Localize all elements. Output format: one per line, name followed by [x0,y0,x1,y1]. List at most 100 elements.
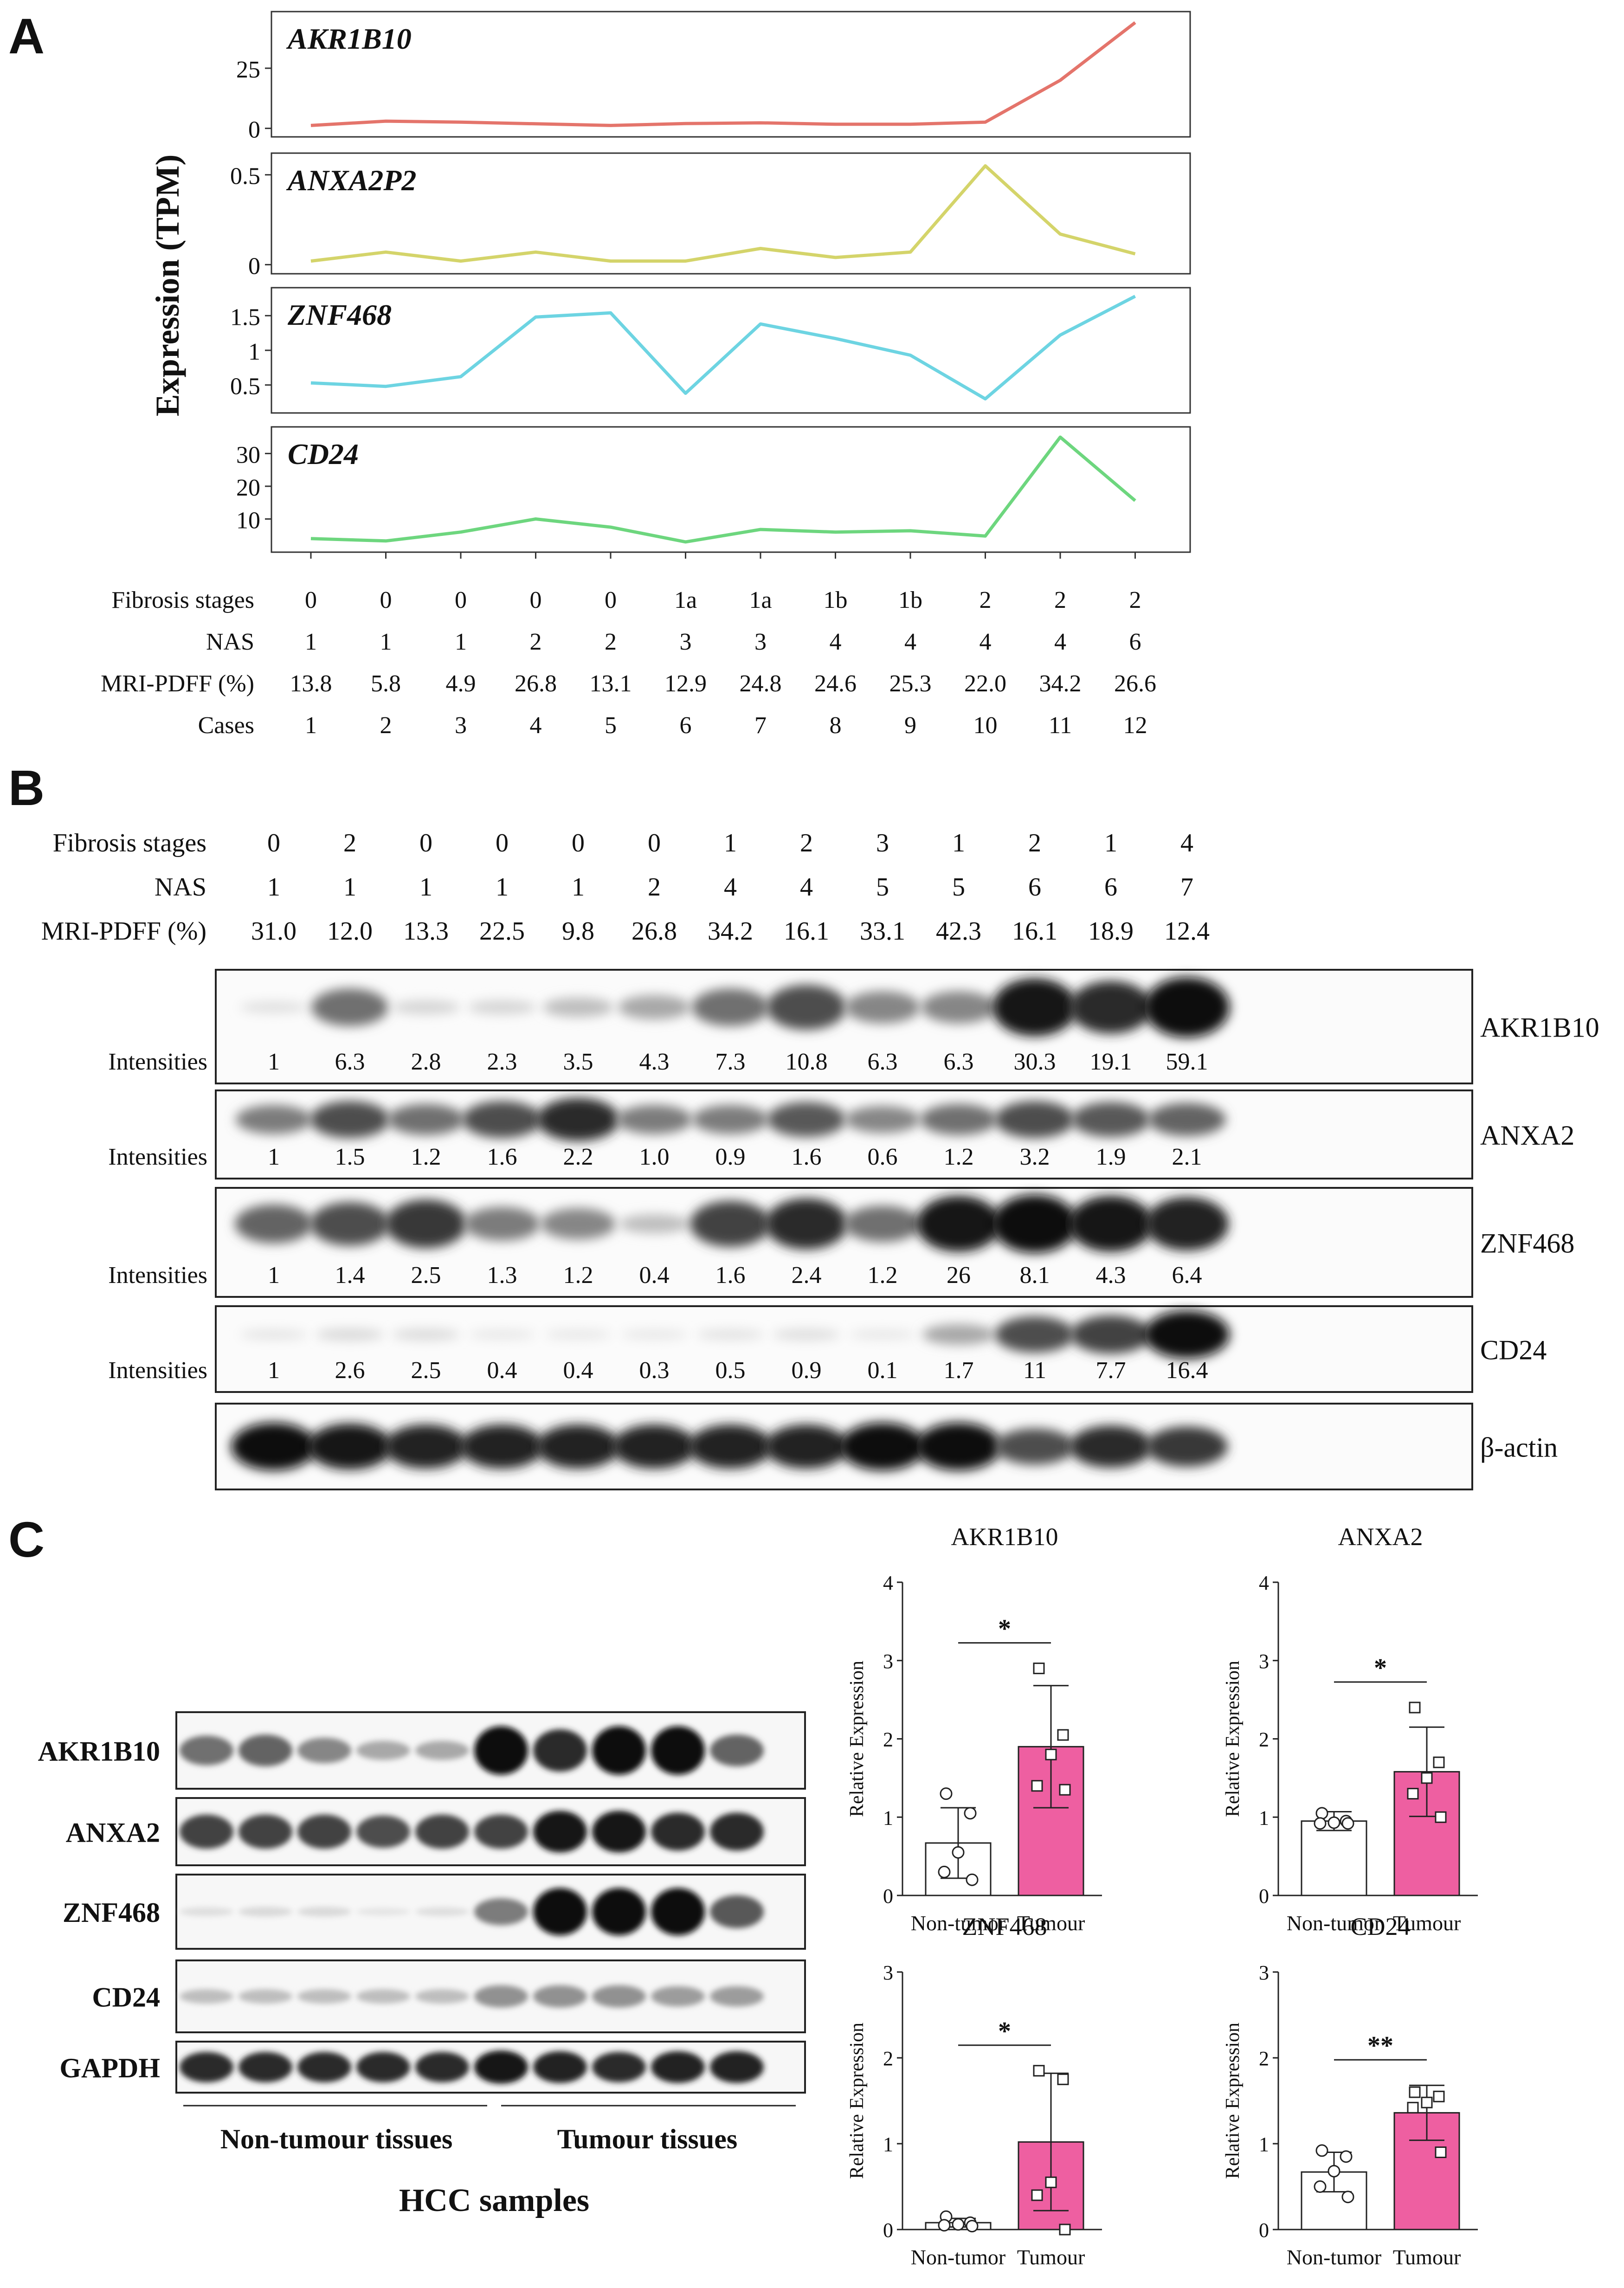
table-cell: 1b [898,587,922,613]
header-cell: 6 [1028,873,1041,902]
blot-band [415,1740,469,1760]
blot-band [616,1105,692,1134]
header-cell: 0 [496,829,509,857]
blot-band [180,1814,233,1849]
intensity-value: 1.3 [487,1262,517,1289]
intensity-value: 2.4 [792,1262,822,1289]
blot-band [995,1316,1075,1353]
c-blot-label: CD24 [92,1982,160,2013]
line-chart-3: 0.5 1 1.5 ZNF468 [230,287,1191,414]
table-cell: 8 [830,712,842,739]
table-cell: 7 [754,712,767,739]
blot-band [592,1985,646,2008]
blot-band [920,1104,997,1135]
x-category-label: Tumour [1017,1911,1085,1935]
intensity-value: 1 [268,1262,280,1289]
data-point [1435,1811,1447,1823]
intensities-label: Intensities [108,1049,207,1075]
header-cell: 12.0 [327,917,373,946]
table-cell: 1 [305,629,317,655]
data-point [938,1865,951,1878]
table-cell: 12.9 [664,670,707,697]
blot-band [690,1200,771,1247]
intensity-value: 1.0 [639,1144,670,1170]
data-point [1433,2090,1445,2102]
y-tick-label: 30 [236,442,260,468]
blot-band [460,1424,544,1469]
intensity-value: 10.8 [786,1049,828,1075]
data-point [1340,2150,1353,2163]
table-cell: 25.3 [889,670,932,697]
intensity-value: 26 [947,1262,971,1289]
y-tick-label: 2 [883,1728,893,1751]
data-point [1435,2146,1447,2158]
blot-band [238,1734,292,1766]
y-tick-label: 1 [1259,2133,1269,2156]
table-cell: 26.6 [1114,670,1156,697]
blot-protein-label: ANXA2 [1480,1120,1574,1151]
blot-band [236,1105,312,1134]
blot-band [692,1105,768,1134]
y-tick-label: 1 [1259,1806,1269,1829]
bar-non-tumor [1301,1820,1367,1896]
y-tick-label: 3 [1259,1650,1269,1673]
blot-band [765,1198,848,1250]
header-cell: 16.1 [1012,917,1057,946]
x-category-label: Non-tumor [911,1911,1005,1935]
intensity-value: 2.1 [1172,1144,1202,1170]
c-blot-znf468: ZNF468 [63,1874,806,1950]
blot-band [385,1199,467,1248]
table-cell: 4 [1054,629,1066,655]
blot-band [710,1734,764,1766]
intensity-value: 0.4 [639,1262,670,1289]
blot-band [533,1888,587,1935]
y-axis-label: Relative Expression [1222,1661,1244,1817]
table-cell: 22.0 [964,670,1006,697]
blot-band [620,1329,688,1340]
header-cell: 6 [1104,873,1117,902]
intensity-value: 3.2 [1020,1144,1050,1170]
y-axis-label: Relative Expression [1222,2023,1244,2179]
data-point [1033,1663,1045,1675]
significance-marker: * [998,2017,1011,2046]
c-blot-anxa2: ANXA2 [66,1797,806,1866]
series-line [310,435,1136,544]
bar-chart-title: ANXA2 [1338,1523,1423,1551]
data-point [966,1873,979,1886]
series-line [310,21,1136,127]
intensity-value: 1.2 [563,1262,593,1289]
significance-marker: * [1374,1654,1387,1682]
table-row-label: Cases [198,712,254,739]
y-tick-label: 3 [1259,1961,1269,1984]
intensity-value: 6.3 [868,1049,898,1075]
blot-band [297,2052,351,2082]
intensity-value: 1.4 [335,1262,365,1289]
blot-band [767,985,846,1030]
blot-band [849,1329,916,1340]
table-cell: 4 [530,712,542,739]
header-cell: 12.4 [1164,917,1210,946]
header-cell: 9.8 [562,917,594,946]
blot-band [651,1812,705,1851]
data-point [1328,1816,1340,1829]
c-blot-gapdh: GAPDH [59,2041,806,2094]
blot-band [356,1908,410,1916]
blot-cd24: Intensities 1 2.6 2.5 0.4 0.4 0.3 0.5 0.9 0.1 1.7 1… [108,1305,1547,1393]
blot-band [533,2051,587,2083]
data-point [1045,2176,1057,2188]
blot-band [767,1102,846,1137]
blot-band [992,978,1077,1037]
blot-band [1145,1197,1229,1251]
intensities-label: Intensities [108,1262,207,1289]
header-row-label: Fibrosis stages [53,829,206,857]
blot-band [1070,1315,1151,1354]
table-cell: 24.6 [814,670,857,697]
series-line [310,295,1136,401]
intensity-value: 19.1 [1090,1049,1132,1075]
header-cell: 0 [267,829,280,857]
header-cell: 5 [876,873,889,902]
intensity-value: 1.6 [715,1262,746,1289]
blot-band [592,1811,646,1853]
blot-band [297,1907,351,1917]
